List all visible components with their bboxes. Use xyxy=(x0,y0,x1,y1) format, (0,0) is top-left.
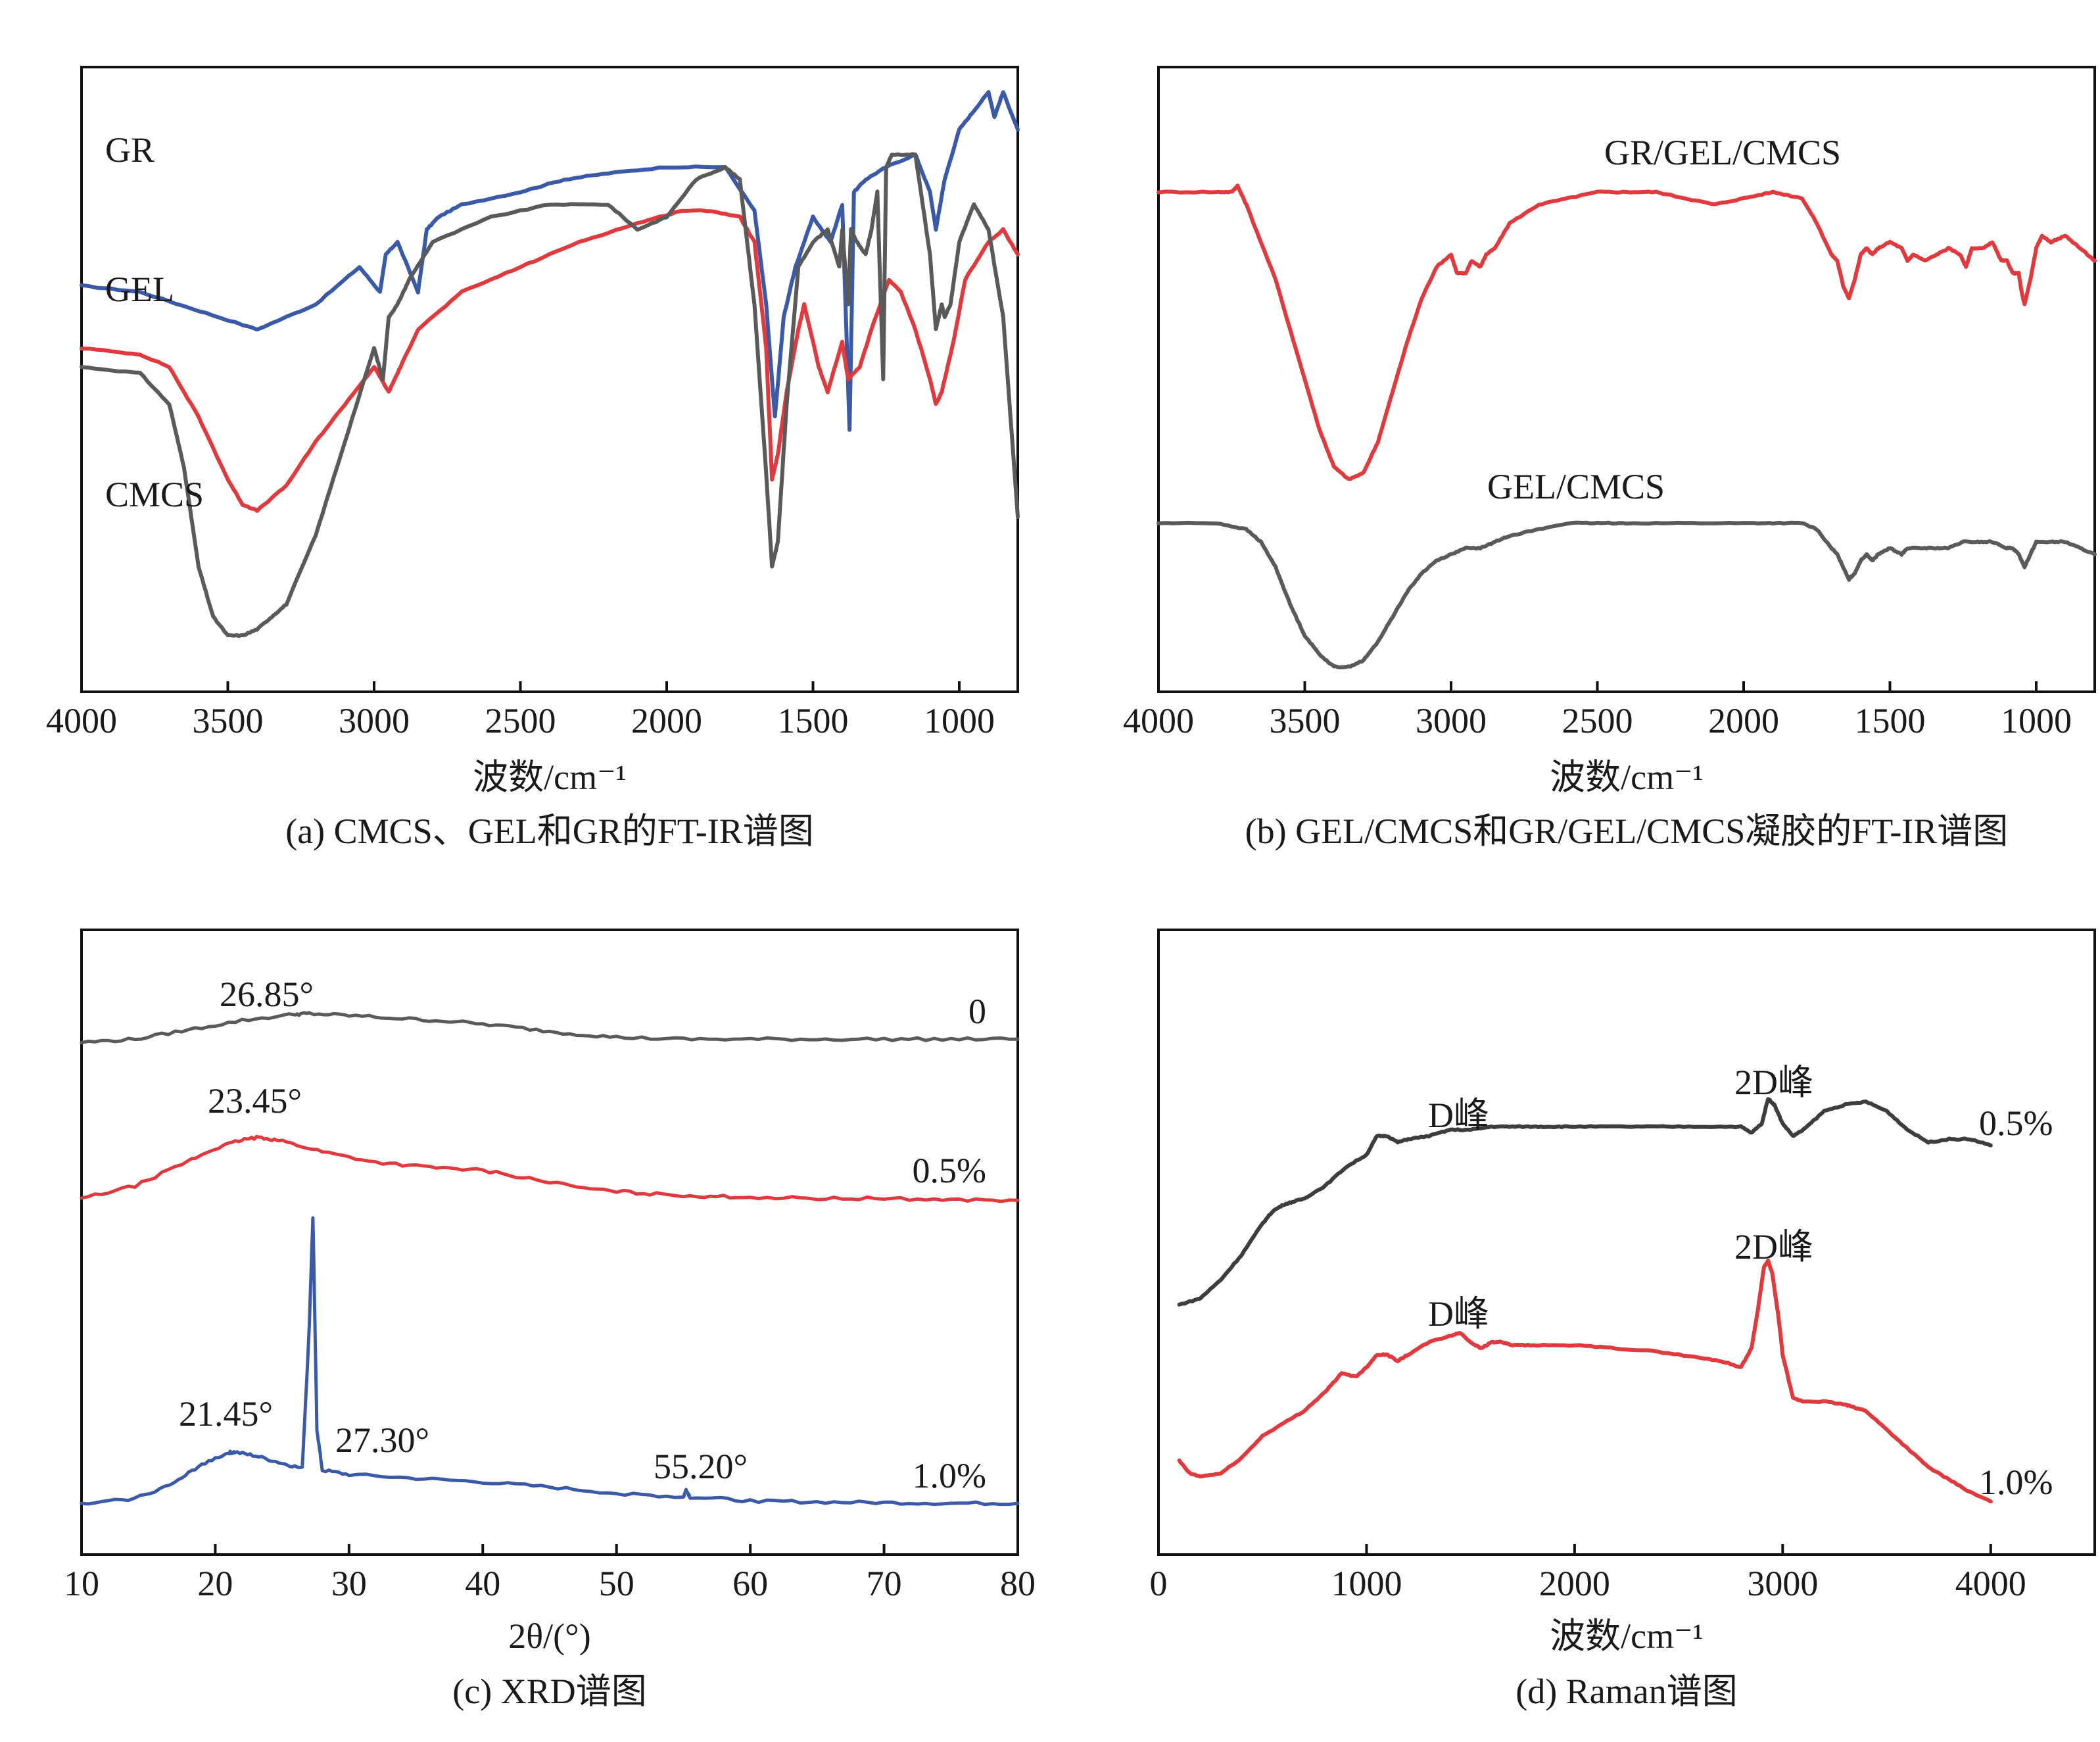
panel-d-lines xyxy=(1177,1097,1993,1504)
panel-b-lines xyxy=(1157,183,2097,669)
x-tick-label: 3000 xyxy=(1416,701,1487,740)
panel-a: 4000 3500 3000 2500 2000 1500 1000 GR GEL CMCS… xyxy=(46,66,1020,851)
panel-d-label-1-0: 1.0% xyxy=(1979,1463,2053,1502)
panel-a-label-GEL: GEL xyxy=(105,270,174,309)
panel-c-annot-55-20: 55.20° xyxy=(654,1447,748,1486)
panel-d-frame xyxy=(1157,929,2096,1556)
panel-c-label-0-5: 0.5% xyxy=(913,1151,986,1190)
panel-a-lines xyxy=(80,90,1020,639)
x-tick-label: 60 xyxy=(732,1564,768,1603)
panel-d-annot-d-peak-1-0: D峰 xyxy=(1428,1294,1489,1334)
panel-d-x-ticks: 0 1000 2000 3000 4000 xyxy=(1150,1544,2026,1603)
panel-b-label-GR-GEL-CMCS: GR/GEL/CMCS xyxy=(1604,133,1841,172)
series-line-gr xyxy=(80,90,1020,432)
panel-b-xlabel: 波数/cm⁻¹ xyxy=(1550,758,1704,797)
panel-a-caption: (a) CMCS、GEL和GR的FT-IR谱图 xyxy=(285,811,814,851)
panel-a-label-GR: GR xyxy=(105,130,155,170)
x-tick-label: 1000 xyxy=(924,701,995,740)
panel-a-label-CMCS: CMCS xyxy=(105,475,204,514)
panel-c-xlabel: 2θ/(°) xyxy=(508,1616,590,1656)
x-tick-label: 1000 xyxy=(1331,1564,1402,1603)
panel-a-frame xyxy=(80,66,1019,693)
panel-d-caption: (d) Raman谱图 xyxy=(1515,1672,1737,1711)
panel-d-xlabel: 波数/cm⁻¹ xyxy=(1550,1616,1704,1656)
x-tick-label: 40 xyxy=(465,1564,500,1603)
x-tick-label: 80 xyxy=(1000,1564,1036,1603)
series-line-gr-gel-cmcs xyxy=(1157,183,2097,481)
series-line-0-5- xyxy=(80,1134,1020,1203)
series-line-1-0- xyxy=(1177,1258,1993,1504)
panel-c-annot-21-45: 21.45° xyxy=(179,1394,273,1434)
x-tick-label: 2000 xyxy=(631,701,702,740)
panel-c-frame xyxy=(80,929,1019,1556)
panel-b-x-ticks: 4000 3500 3000 2500 2000 1500 1000 xyxy=(1123,681,2072,740)
panel-c-caption: (c) XRD谱图 xyxy=(452,1672,646,1711)
panel-a-x-ticks: 4000 3500 3000 2500 2000 1500 1000 xyxy=(46,681,995,740)
series-line-1-0- xyxy=(80,1216,1020,1507)
x-tick-label: 50 xyxy=(599,1564,634,1603)
panel-c-annot-27-30: 27.30° xyxy=(335,1420,429,1460)
x-tick-label: 4000 xyxy=(1123,701,1194,740)
x-tick-label: 1500 xyxy=(778,701,849,740)
panel-a-xlabel: 波数/cm⁻¹ xyxy=(473,758,627,797)
x-tick-label: 2000 xyxy=(1708,701,1779,740)
x-tick-label: 2500 xyxy=(485,701,556,740)
panel-c-annot-23-45: 23.45° xyxy=(208,1081,302,1121)
panel-b-caption: (b) GEL/CMCS和GR/GEL/CMCS凝胶的FT-IR谱图 xyxy=(1245,811,2009,851)
panel-c-annot-26-85: 26.85° xyxy=(220,975,314,1014)
series-line-0 xyxy=(80,1011,1020,1045)
x-tick-label: 2000 xyxy=(1539,1564,1610,1603)
x-tick-label: 1500 xyxy=(1855,701,1926,740)
x-tick-label: 4000 xyxy=(46,701,117,740)
x-tick-label: 3500 xyxy=(1270,701,1341,740)
panel-d-annot-d-peak-0-5: D峰 xyxy=(1428,1096,1489,1135)
x-tick-label: 10 xyxy=(64,1564,99,1603)
panel-c-label-0: 0 xyxy=(968,992,986,1031)
panel-c-x-ticks: 10 20 30 40 50 60 70 80 xyxy=(64,1544,1036,1603)
x-tick-label: 1000 xyxy=(2001,701,2072,740)
series-line-cmcs xyxy=(80,152,1020,639)
x-tick-label: 3000 xyxy=(339,701,410,740)
panel-d-annot-2d-peak-0-5: 2D峰 xyxy=(1734,1063,1813,1102)
x-tick-label: 3000 xyxy=(1747,1564,1818,1603)
series-line-gel xyxy=(80,208,1020,513)
panel-b-label-GEL-CMCS: GEL/CMCS xyxy=(1487,467,1665,506)
panel-d-label-0-5: 0.5% xyxy=(1979,1103,2053,1143)
x-tick-label: 0 xyxy=(1150,1564,1168,1603)
x-tick-label: 70 xyxy=(867,1564,902,1603)
panel-c-lines xyxy=(80,1011,1020,1507)
series-line-gel-cmcs xyxy=(1157,520,2097,669)
x-tick-label: 30 xyxy=(331,1564,367,1603)
x-tick-label: 20 xyxy=(197,1564,233,1603)
panel-c: 10 20 30 40 50 60 70 80 0 0.5% 1.0% 26.85° 23.4… xyxy=(64,929,1036,1711)
panel-d-annot-2d-peak-1-0: 2D峰 xyxy=(1734,1227,1813,1267)
panel-c-label-1-0: 1.0% xyxy=(913,1456,986,1495)
panel-b: 4000 3500 3000 2500 2000 1500 1000 GR/GEL/CMCS… xyxy=(1123,66,2097,851)
x-tick-label: 3500 xyxy=(193,701,264,740)
series-line-0-5- xyxy=(1177,1097,1993,1307)
x-tick-label: 2500 xyxy=(1562,701,1633,740)
x-tick-label: 4000 xyxy=(1955,1564,2026,1603)
panel-d: 0 1000 2000 3000 4000 0.5% 1.0% D峰 2D峰 D峰 2D… xyxy=(1150,929,2096,1711)
panel-b-frame xyxy=(1157,66,2096,693)
